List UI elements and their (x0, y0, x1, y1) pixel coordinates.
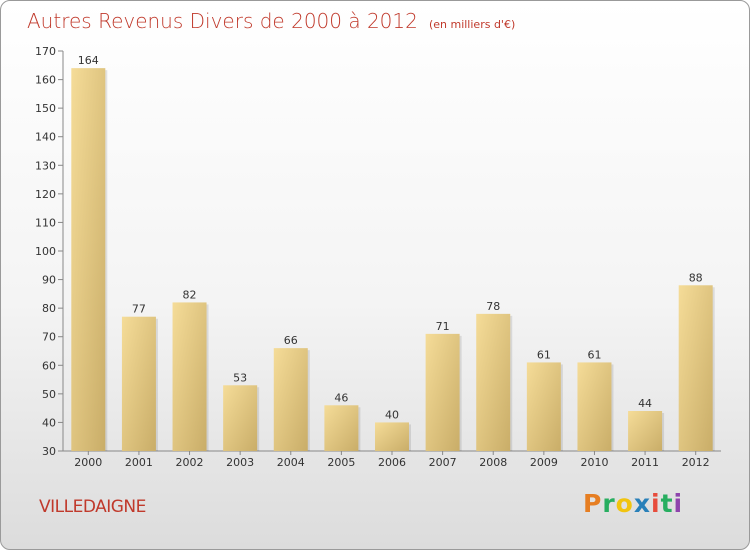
x-tick-label: 2000 (74, 456, 102, 469)
x-tick-label: 2003 (226, 456, 254, 469)
bar-value-label: 66 (284, 334, 298, 347)
bar-value-label: 88 (689, 271, 703, 284)
chart-title-main: Autres Revenus Divers de 2000 à 2012 (27, 9, 418, 33)
bar (172, 302, 207, 451)
commune-name: VILLEDAIGNE (39, 497, 146, 517)
x-tick-label: 2002 (176, 456, 204, 469)
y-tick-label: 150 (35, 102, 56, 115)
bar (425, 333, 460, 451)
x-tick-label: 2006 (378, 456, 406, 469)
y-tick-label: 40 (42, 416, 56, 429)
x-tick-label: 2011 (631, 456, 659, 469)
y-tick-label: 120 (35, 188, 56, 201)
bar-value-label: 78 (486, 300, 500, 313)
x-tick-label: 2008 (479, 456, 507, 469)
bar (577, 362, 612, 451)
x-tick-label: 2005 (327, 456, 355, 469)
bar-value-label: 71 (436, 320, 450, 333)
logo-letter: P (583, 489, 603, 518)
y-tick-label: 50 (42, 388, 56, 401)
bar (375, 422, 409, 451)
logo-letter: x (633, 489, 651, 518)
proxiti-logo[interactable]: Proxiti (583, 489, 683, 518)
x-tick-label: 2004 (277, 456, 305, 469)
bar-value-label: 61 (537, 348, 551, 361)
x-tick-label: 2012 (682, 456, 710, 469)
bar (121, 316, 156, 451)
bar-value-label: 44 (638, 397, 652, 410)
bar (476, 313, 511, 451)
logo-letter: i (673, 489, 684, 518)
x-tick-label: 2009 (530, 456, 558, 469)
chart-labels: 164 2000 77 2001 82 2002 53 2003 66 2004 46 2005 40 2… (74, 54, 709, 469)
y-tick-label: 170 (35, 45, 56, 58)
y-tick-label: 80 (42, 302, 56, 315)
x-tick-label: 2010 (580, 456, 608, 469)
chart-axes: 30 40 50 60 70 80 90 100 110 120 130 140 150 160 170 (35, 45, 721, 458)
bar (526, 362, 561, 451)
bar (628, 411, 663, 451)
chart-bars (71, 68, 715, 452)
bar-value-label: 46 (334, 391, 348, 404)
bar-value-label: 61 (587, 348, 601, 361)
y-tick-label: 130 (35, 159, 56, 172)
bar-value-label: 164 (78, 54, 99, 67)
y-tick-label: 30 (42, 445, 56, 458)
logo-letter: o (615, 489, 634, 518)
bar (273, 348, 308, 451)
x-tick-label: 2007 (429, 456, 457, 469)
chart-title-unit: (en milliers d'€) (428, 18, 516, 31)
chart-title: Autres Revenus Divers de 2000 à 2012 (en… (27, 9, 515, 33)
y-tick-label: 160 (35, 74, 56, 87)
bar-value-label: 82 (183, 288, 197, 301)
y-tick-label: 100 (35, 245, 56, 258)
bar-value-label: 40 (385, 408, 399, 421)
logo-letter: t (660, 489, 674, 518)
y-tick-label: 110 (35, 216, 56, 229)
bar (324, 405, 359, 451)
bar (678, 285, 713, 451)
y-tick-label: 60 (42, 359, 56, 372)
x-tick-label: 2001 (125, 456, 153, 469)
bar-value-label: 77 (132, 303, 146, 316)
logo-letter: i (651, 489, 661, 518)
y-tick-label: 90 (42, 274, 56, 287)
bar-value-label: 53 (233, 371, 247, 384)
y-tick-label: 70 (42, 331, 56, 344)
y-tick-label: 140 (35, 131, 56, 144)
bar (71, 68, 106, 452)
bar (223, 385, 258, 451)
logo-letter: r (602, 489, 616, 518)
